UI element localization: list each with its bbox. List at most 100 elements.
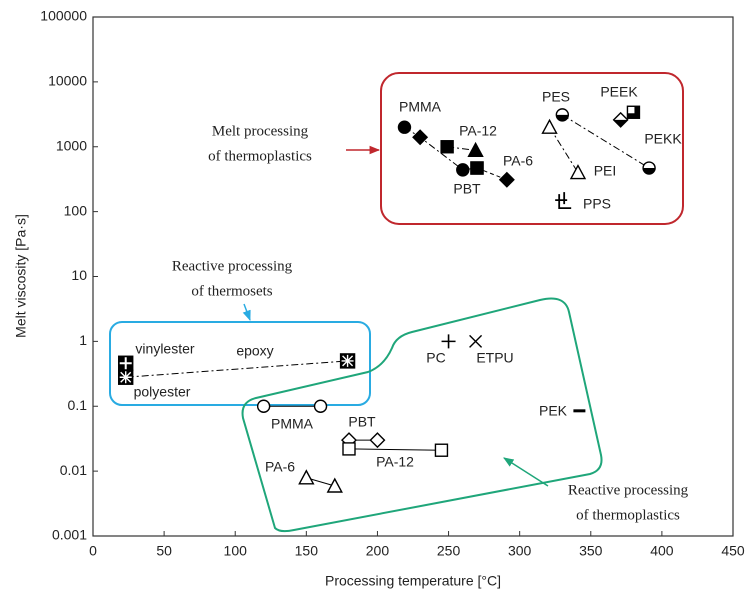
marker-part: [627, 113, 640, 119]
arrow: [503, 457, 549, 487]
marker: [626, 105, 641, 119]
annotation: PMMA: [399, 99, 442, 115]
annotation: PA-6: [503, 153, 533, 169]
marker-part: [313, 399, 328, 413]
annotation: PEI: [594, 163, 617, 179]
marker: [555, 192, 572, 210]
marker: [313, 399, 328, 413]
y-tick-label: 100: [64, 202, 88, 218]
x-tick-label: 50: [156, 543, 172, 559]
series-line: [348, 448, 442, 451]
marker: [326, 477, 343, 493]
x-tick-label: 250: [437, 543, 461, 559]
marker: [118, 355, 134, 371]
x-tick-label: 350: [579, 543, 603, 559]
marker-part: [498, 171, 515, 188]
marker: [441, 334, 456, 349]
group-label: Reactive processing: [568, 482, 689, 498]
y-tick-label: 10: [71, 267, 87, 283]
y-tick-label: 1000: [56, 137, 87, 153]
marker-part: [369, 432, 386, 449]
marker-part: [469, 334, 483, 348]
marker: [434, 443, 449, 457]
marker-part: [434, 443, 449, 457]
group-box-melt: [380, 72, 684, 225]
x-tick-label: 0: [89, 543, 97, 559]
y-tick-label: 10000: [48, 73, 87, 89]
y-tick-label: 0.01: [60, 462, 87, 478]
annotation: PC: [426, 350, 445, 366]
marker-part: [256, 399, 271, 413]
series-line: [562, 114, 650, 169]
annotation: vinylester: [135, 341, 194, 357]
marker-part: [119, 371, 132, 384]
y-tick-label: 1: [79, 332, 87, 348]
marker: [256, 399, 271, 413]
marker-part: [412, 129, 429, 146]
annotation: PEK: [539, 403, 568, 419]
x-tick-label: 150: [295, 543, 319, 559]
marker: [569, 164, 587, 180]
y-tick-label: 100000: [40, 8, 87, 24]
marker: [397, 120, 412, 134]
y-axis-label: Melt viscosity [Pa·s]: [13, 214, 29, 338]
marker-part: [341, 354, 354, 367]
marker: [642, 161, 656, 175]
marker: [369, 432, 386, 449]
marker-part: [634, 106, 640, 119]
series-line: [404, 126, 478, 171]
annotation: PA-12: [459, 123, 497, 139]
group-label: of thermoplastics: [576, 507, 680, 523]
series-line: [125, 360, 348, 378]
annotation: PES: [542, 89, 570, 105]
group-box-thermosets: [109, 321, 371, 406]
marker: [469, 334, 483, 348]
annotation: PEKK: [644, 131, 682, 147]
marker: [440, 140, 454, 154]
x-tick-label: 450: [721, 543, 745, 559]
marker-part: [467, 141, 484, 158]
marker: [456, 163, 470, 177]
x-axis-label: Processing temperature [°C]: [325, 573, 501, 589]
marker: [298, 469, 315, 485]
annotation: PBT: [453, 181, 481, 197]
annotation: PBT: [348, 414, 376, 430]
series-line: [549, 126, 579, 173]
marker: [555, 108, 570, 122]
marker-part: [556, 114, 569, 121]
marker-part: [440, 140, 454, 154]
x-tick-label: 300: [508, 543, 532, 559]
marker-part: [456, 163, 470, 177]
marker: [118, 369, 134, 385]
group-label: Melt processing: [212, 123, 309, 139]
annotation: epoxy: [236, 343, 273, 359]
y-tick-label: 0.001: [52, 527, 87, 543]
arrow: [242, 303, 251, 321]
annotation: ETPU: [476, 350, 513, 366]
group-label: of thermosets: [191, 283, 272, 299]
group-box-thermoplastics: [241, 297, 603, 533]
marker: [342, 442, 356, 456]
annotation: polyester: [134, 384, 191, 400]
x-tick-label: 200: [366, 543, 390, 559]
y-tick-label: 0.1: [68, 397, 88, 413]
series-line: [476, 167, 508, 181]
marker-part: [643, 168, 656, 175]
marker-part: [555, 192, 572, 210]
marker-part: [298, 469, 315, 485]
marker: [339, 353, 356, 369]
marker: [612, 111, 629, 128]
marker-part: [441, 334, 456, 349]
annotation: PPS: [583, 196, 611, 212]
marker-part: [119, 357, 132, 370]
x-tick-label: 400: [650, 543, 674, 559]
group-label: Reactive processing: [172, 258, 293, 274]
marker: [541, 118, 558, 134]
marker: [498, 171, 515, 188]
marker-part: [541, 118, 558, 134]
annotation: PA-12: [376, 454, 414, 470]
annotation: PA-6: [265, 459, 295, 475]
annotation: PEEK: [600, 84, 638, 100]
marker: [470, 161, 484, 175]
